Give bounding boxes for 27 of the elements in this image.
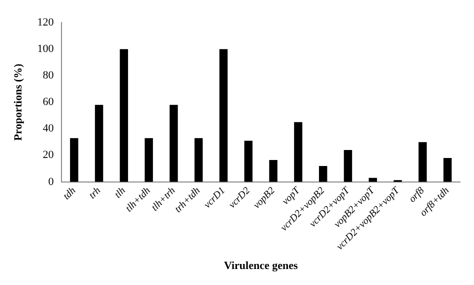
y-tick-label: 80 xyxy=(42,70,54,82)
bar xyxy=(194,138,203,182)
bar xyxy=(244,140,253,182)
x-tick-label: tlh xyxy=(112,185,128,201)
y-tick-label: 20 xyxy=(42,149,54,162)
y-tick-label: 120 xyxy=(37,16,54,28)
bar xyxy=(443,158,452,182)
bar xyxy=(318,166,328,182)
bar xyxy=(418,142,427,182)
x-tick-label: orf8 xyxy=(407,185,427,205)
y-axis-title: Proportions (%) xyxy=(12,63,24,141)
bar xyxy=(269,160,278,182)
y-tick-label: 60 xyxy=(42,96,54,108)
x-tick-label: tdh xyxy=(61,185,78,202)
x-tick-label: trh xyxy=(87,185,104,202)
y-tick-label: 40 xyxy=(42,122,54,135)
bar xyxy=(94,104,104,182)
bar xyxy=(344,150,352,182)
x-axis-title: Virulence genes xyxy=(224,260,298,272)
bar xyxy=(120,49,128,182)
bar xyxy=(294,122,302,182)
bar xyxy=(144,138,153,182)
y-tick-label: 0 xyxy=(48,176,54,188)
bar xyxy=(70,138,78,182)
bar xyxy=(219,49,228,182)
y-tick-label: 100 xyxy=(37,43,54,56)
bar xyxy=(170,104,178,182)
